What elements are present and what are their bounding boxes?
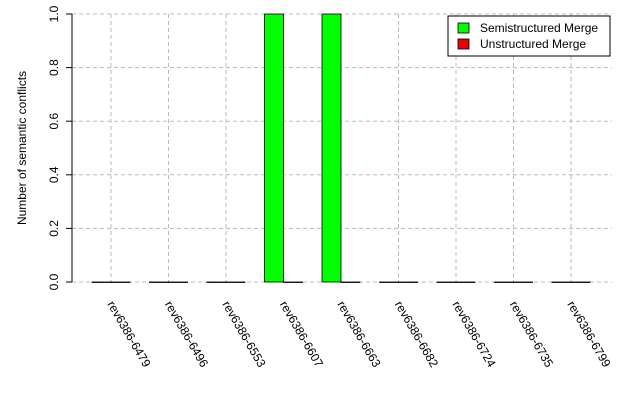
x-tick-label: rev6386-6553 [219,299,268,370]
legend-label: Semistructured Merge [480,21,598,35]
x-tick-label: rev6386-6724 [449,299,498,370]
y-tick-label: 1.0 [47,5,61,22]
legend-swatch [457,38,470,50]
y-axis-label: Number of semantic conflicts [15,71,29,225]
bar [206,281,227,283]
bar [149,281,169,283]
x-tick-label: rev6386-6682 [392,299,441,370]
bar [283,281,303,283]
bar [168,281,188,283]
bar [570,281,591,283]
bar [91,281,112,283]
bar [455,281,476,283]
bar [264,13,284,283]
bar [225,281,246,283]
bar [436,281,457,283]
y-tick-label: 0.4 [47,166,61,183]
x-tick-label: rev6386-6496 [162,299,211,370]
legend-swatch [457,22,470,34]
x-tick-label: rev6386-6663 [334,299,383,370]
legend-box [447,15,611,57]
bar [494,281,514,283]
bar [321,13,342,283]
y-tick-label: 0.8 [47,59,61,76]
bar [110,281,131,283]
y-tick-label: 0.2 [47,220,61,237]
bar [340,281,361,283]
x-tick-label: rev6386-6479 [104,299,153,370]
bar [379,281,399,283]
x-tick-label: rev6386-6735 [507,299,556,370]
y-tick-label: 0.0 [47,273,61,290]
y-tick-label: 0.6 [47,113,61,130]
x-tick-label: rev6386-6607 [277,299,326,370]
bar [551,281,572,283]
legend-label: Unstructured Merge [480,37,586,51]
bar [398,281,418,283]
bar [513,281,533,283]
x-tick-label: rev6386-6799 [564,299,613,370]
